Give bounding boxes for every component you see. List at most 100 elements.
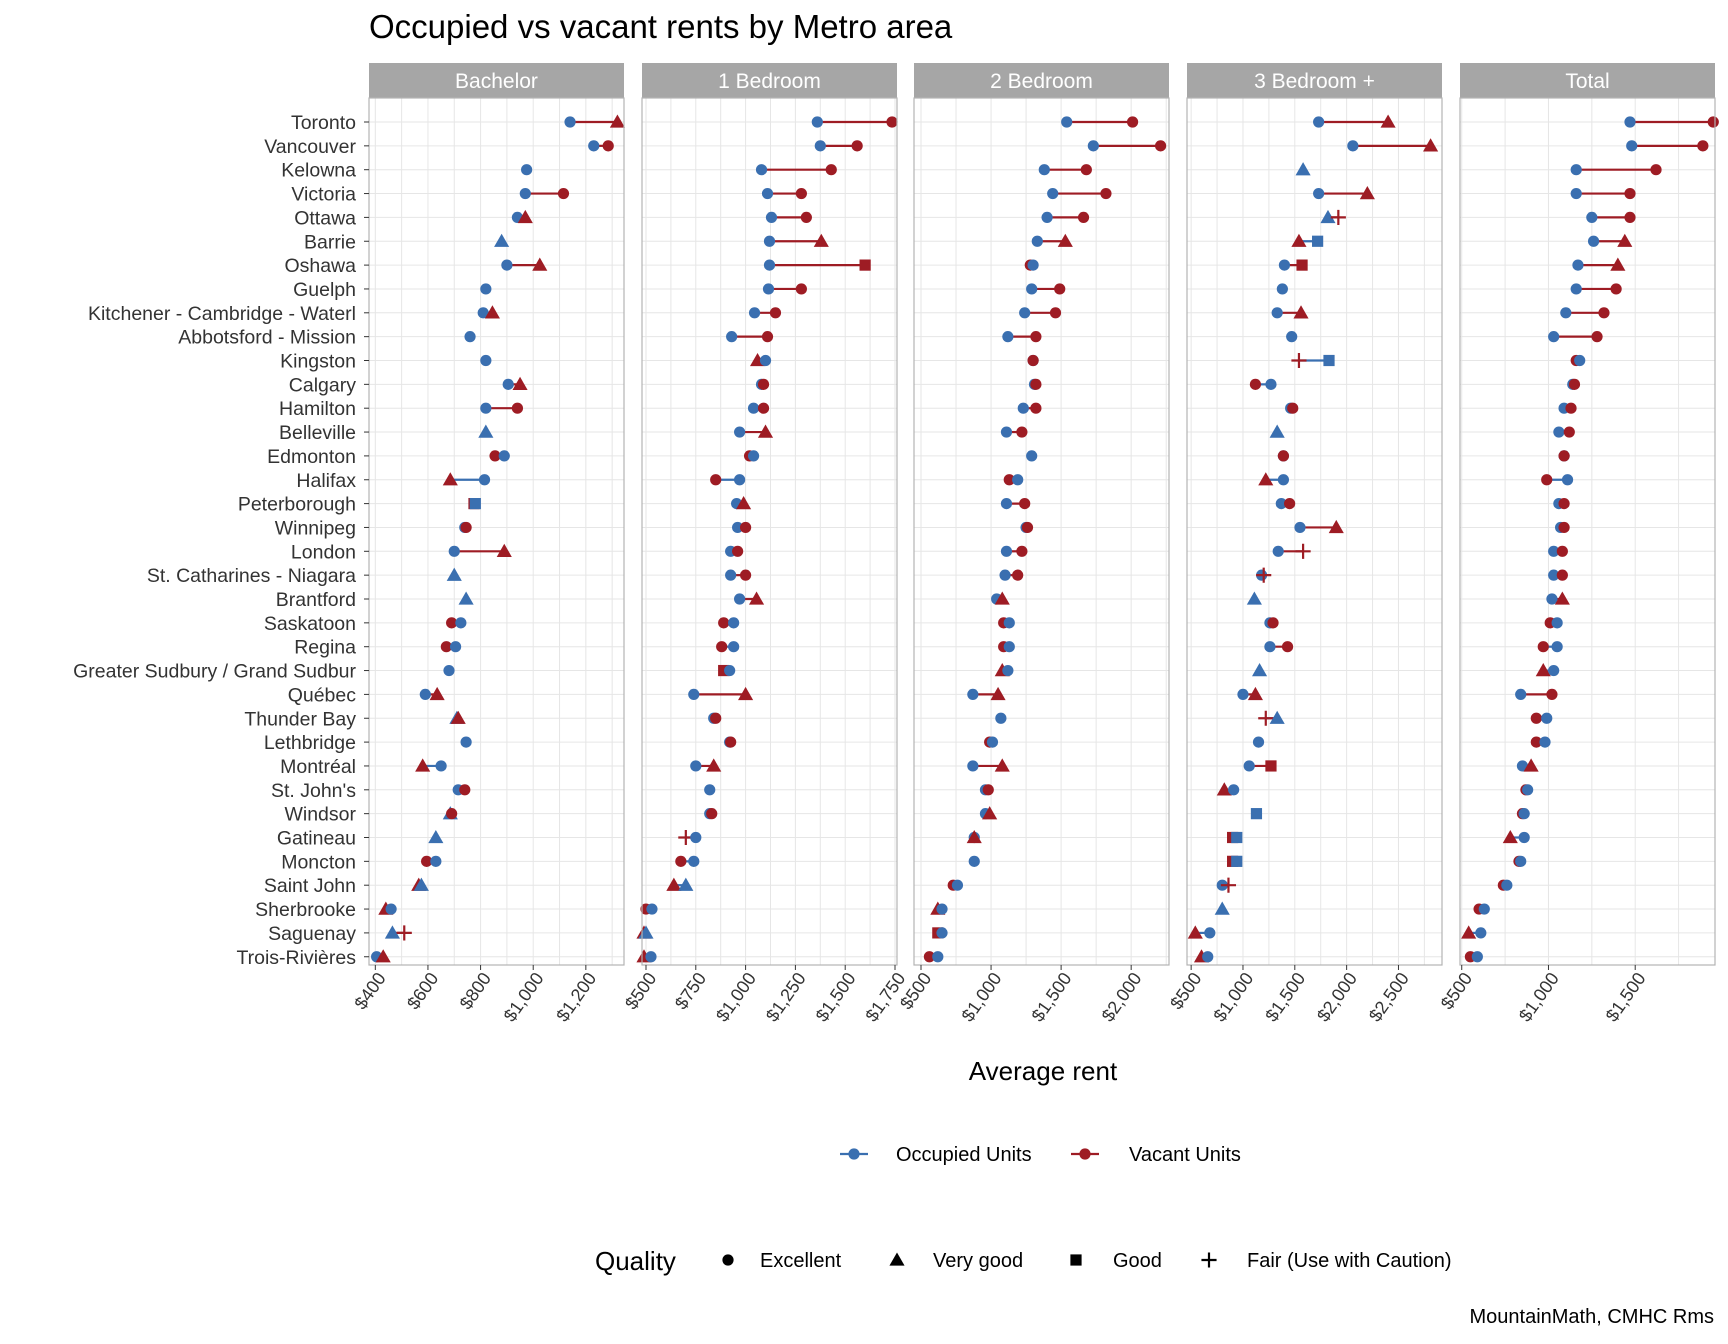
occupied-point-kelowna xyxy=(1295,162,1311,176)
vacant-point-kitchener-cambridge-waterl xyxy=(769,307,782,319)
occupied-point-sherbrooke xyxy=(936,903,948,915)
occupied-point-kingston xyxy=(1323,354,1335,367)
occupied-point-trois-rivi-res xyxy=(932,951,944,963)
vacant-point-calgary xyxy=(512,376,528,391)
x-tick-label: $1,500 xyxy=(1261,969,1309,1026)
category-label-saguenay: Saguenay xyxy=(268,923,356,945)
occupied-point-qu-bec xyxy=(967,688,979,701)
legend-item-quality-fair-use-with-caution: Fair (Use with Caution) xyxy=(1201,1250,1452,1272)
occupied-point-saguenay xyxy=(384,925,400,939)
category-label-saint-john: Saint John xyxy=(264,875,356,897)
vacant-point-halifax xyxy=(442,472,458,486)
vacant-point-kelowna xyxy=(825,164,837,176)
occupied-point-kelowna xyxy=(521,164,533,176)
vacant-point-london xyxy=(732,545,744,557)
occupied-point-hamilton xyxy=(1017,402,1029,414)
occupied-point-saint-john xyxy=(1501,879,1513,891)
vacant-point-calgary xyxy=(757,378,770,390)
occupied-point-ottawa xyxy=(1041,211,1053,223)
occupied-point-abbotsford-mission xyxy=(726,331,738,343)
occupied-point-oshawa xyxy=(501,259,513,271)
vacant-point-kingston xyxy=(1291,352,1307,369)
panel-2-bedroom: 2 Bedroom$500 $1,000 $1,500 $2,000 xyxy=(896,63,1170,1026)
facet-strip xyxy=(369,63,624,98)
x-tick-label: $1,000 xyxy=(958,969,1006,1026)
occupied-point-victoria xyxy=(1570,187,1582,200)
x-tick-label: $1,500 xyxy=(1028,969,1076,1026)
vacant-point-winnipeg xyxy=(739,521,752,534)
category-label-guelph: Guelph xyxy=(293,279,356,301)
legend-key-point xyxy=(848,1148,860,1160)
occupied-point-gatineau xyxy=(428,829,444,844)
vacant-point-abbotsford-mission xyxy=(761,331,774,343)
category-label-toronto: Toronto xyxy=(291,112,356,134)
category-label-kingston: Kingston xyxy=(280,351,356,373)
x-axis: $500 $1,000 $1,500 xyxy=(1437,965,1650,1025)
occupied-point-lethbridge xyxy=(986,736,999,748)
category-label-abbotsford-mission: Abbotsford - Mission xyxy=(178,327,356,349)
category-label-moncton: Moncton xyxy=(281,851,356,873)
category-label-vancouver: Vancouver xyxy=(264,136,356,158)
vacant-point-winnipeg xyxy=(460,521,472,534)
legend-label: Fair (Use with Caution) xyxy=(1247,1250,1452,1272)
occupied-point-guelph xyxy=(480,283,492,295)
facet-strip-label: Bachelor xyxy=(455,70,538,93)
occupied-point-thunder-bay xyxy=(1269,710,1285,724)
vacant-point-saskatoon xyxy=(446,617,458,629)
vacant-point-oshawa xyxy=(1296,259,1308,271)
occupied-point-belleville xyxy=(1000,426,1013,438)
vacant-point-thunder-bay xyxy=(710,712,722,724)
occupied-point-st-catharines-niagara xyxy=(446,567,462,581)
occupied-point-abbotsford-mission xyxy=(1548,331,1560,343)
x-tick-label: $500 xyxy=(621,969,660,1013)
vacant-point-abbotsford-mission xyxy=(1591,331,1603,343)
facet-strip-label: 2 Bedroom xyxy=(990,70,1093,93)
occupied-point-trois-rivi-res xyxy=(1202,951,1214,963)
vacant-point-kitchener-cambridge-waterl xyxy=(1049,307,1062,319)
category-label-saskatoon: Saskatoon xyxy=(264,613,356,635)
occupied-point-victoria xyxy=(761,187,774,200)
vacant-point-winnipeg xyxy=(1021,521,1034,534)
occupied-point-sherbrooke xyxy=(1478,903,1490,915)
occupied-point-trois-rivi-res xyxy=(645,951,657,963)
vacant-point-peterborough xyxy=(1284,498,1296,510)
occupied-point-greater-sudbury-grand-sudbur xyxy=(1002,664,1014,677)
legend-label: Very good xyxy=(933,1250,1023,1272)
occupied-point-vancouver xyxy=(814,140,826,152)
x-axis: $400 $600 $800 $1,000 $1,200 xyxy=(350,965,600,1025)
occupied-point-lethbridge xyxy=(1252,736,1265,748)
occupied-point-halifax xyxy=(1012,474,1024,486)
legend-item-vacant: Vacant Units xyxy=(1071,1144,1241,1166)
gridlines xyxy=(1460,98,1715,965)
facet-strip-label: 1 Bedroom xyxy=(718,70,821,93)
vacant-point-kitchener-cambridge-waterl xyxy=(484,305,500,319)
vacant-point-calgary xyxy=(1030,378,1042,390)
occupied-point-brantford xyxy=(734,593,746,605)
occupied-point-qu-bec xyxy=(1237,688,1249,701)
occupied-point-brantford xyxy=(1246,591,1262,605)
occupied-point-kitchener-cambridge-waterl xyxy=(477,307,489,319)
vacant-point-greater-sudbury-grand-sudbur xyxy=(1535,662,1551,677)
vacant-point-regina xyxy=(1537,641,1549,653)
vacant-point-toronto xyxy=(1380,114,1396,128)
vacant-point-halifax xyxy=(1258,472,1274,486)
occupied-point-victoria xyxy=(1313,187,1325,200)
occupied-point-kitchener-cambridge-waterl xyxy=(748,307,761,319)
category-label-greater-sudbury-grand-sudbur: Greater Sudbury / Grand Sudbur xyxy=(73,661,356,683)
occupied-point-peterborough xyxy=(469,498,481,510)
occupied-point-halifax xyxy=(478,474,491,486)
vacant-point-windsor xyxy=(706,808,718,820)
legend-key-shape xyxy=(1070,1254,1082,1266)
vacant-point-london xyxy=(1556,545,1568,557)
panel-bachelor: Bachelor $400 $600 $800 $1,000 $1,200 xyxy=(350,63,625,1025)
x-tick-label: $800 xyxy=(456,969,495,1013)
occupied-point-sherbrooke xyxy=(1214,901,1230,915)
occupied-point-oshawa xyxy=(763,259,776,271)
vacant-point-montr-al xyxy=(706,758,722,772)
occupied-point-guelph xyxy=(762,283,775,295)
occupied-point-ottawa xyxy=(1586,211,1598,223)
vacant-point-windsor xyxy=(982,806,998,820)
panel-total: Total $500 $1,000 $1,500 xyxy=(1437,63,1719,1025)
facet-strip-label: 3 Bedroom + xyxy=(1254,70,1375,93)
occupied-point-regina xyxy=(1003,641,1015,653)
